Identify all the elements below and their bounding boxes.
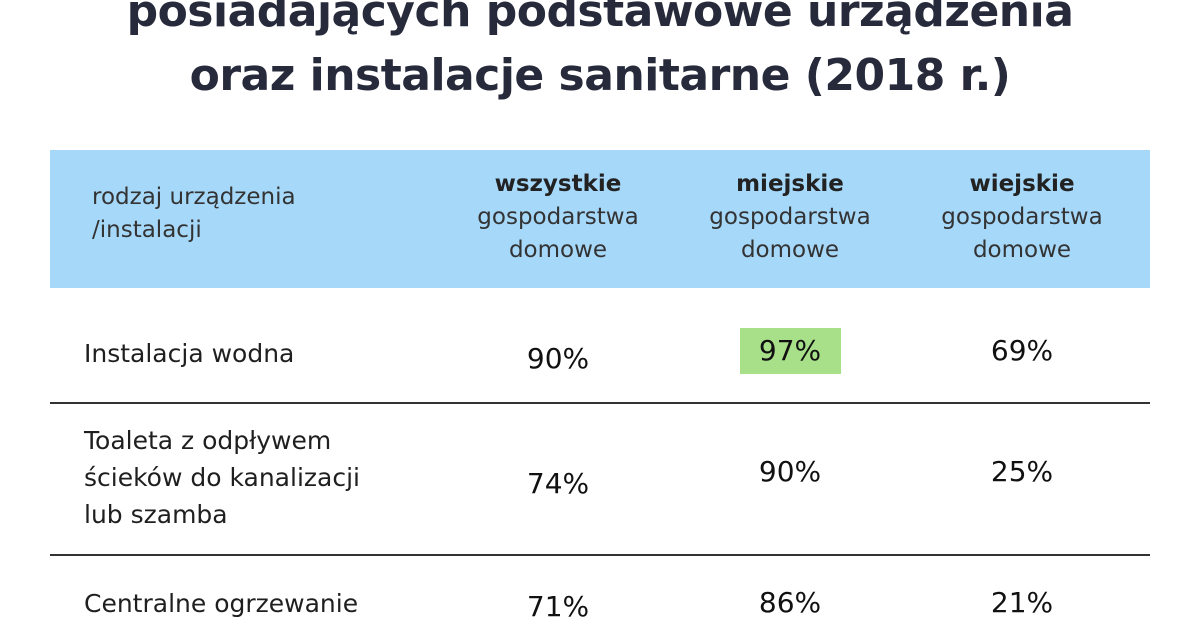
header-text: domowe — [972, 237, 1072, 263]
header-cell: wszystkie gospodarstwa domowe — [442, 168, 674, 267]
cell: 90% — [758, 455, 822, 488]
row-label: Centralne ogrzewanie — [84, 585, 358, 622]
header-band — [50, 150, 1150, 288]
header-text: domowe — [508, 237, 608, 263]
header-cell: miejskie gospodarstwa domowe — [674, 168, 906, 267]
cell: 71% — [526, 590, 590, 623]
header-cell: rodzaj urządzenia /instalacji — [92, 181, 296, 247]
cell: 74% — [526, 467, 590, 500]
row-label-text: Centralne ogrzewanie — [84, 589, 359, 618]
row-label-text: Toaleta z odpływem — [84, 426, 332, 455]
header-text: gospodarstwa — [941, 204, 1103, 230]
row-label: Instalacja wodna — [84, 335, 294, 372]
header-text: gospodarstwa — [709, 204, 871, 230]
row-label-text: Instalacja wodna — [84, 339, 295, 368]
header-text: miejskie — [736, 171, 844, 197]
cell: 90% — [526, 342, 590, 375]
row-label: Toaleta z odpływem ścieków do kanalizacj… — [84, 422, 360, 533]
header-text: /instalacji — [92, 217, 202, 243]
cell: 97% — [758, 334, 822, 367]
header-text: gospodarstwa — [477, 204, 639, 230]
cell: 86% — [758, 586, 822, 619]
row-label-text: lub szamba — [84, 500, 228, 529]
header-text: wszystkie — [494, 171, 622, 197]
row-label-text: ścieków do kanalizacji — [84, 463, 360, 492]
row-rule — [50, 402, 1150, 404]
highlight — [740, 328, 841, 374]
title-line: oraz instalacje sanitarne (2018 r.) — [189, 50, 1011, 101]
header-cell: wiejskie gospodarstwa domowe — [906, 168, 1138, 267]
cell: 69% — [990, 334, 1054, 367]
cell: 25% — [990, 455, 1054, 488]
row-rule — [50, 554, 1150, 556]
cell: 21% — [990, 586, 1054, 619]
header-text: domowe — [740, 237, 840, 263]
title-line: posiadających podstawowe urządzenia — [126, 0, 1074, 37]
header-text: wiejskie — [969, 171, 1075, 197]
header-text: rodzaj urządzenia — [92, 184, 296, 210]
